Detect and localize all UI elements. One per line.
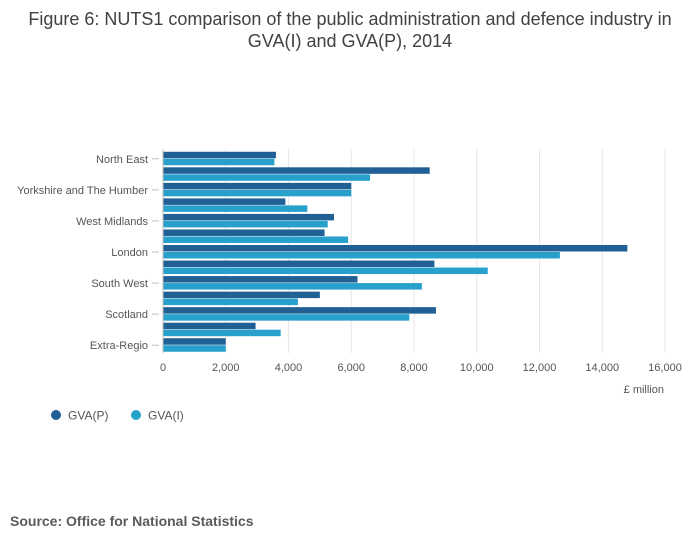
bar	[163, 307, 436, 314]
legend-label: GVA(P)	[68, 409, 108, 423]
x-tick-label: 14,000	[585, 362, 619, 374]
x-tick-label: 2,000	[212, 362, 240, 374]
bar	[163, 345, 226, 352]
bar	[163, 167, 430, 174]
x-axis-label: £ million	[624, 384, 664, 396]
bar	[163, 198, 286, 205]
bar	[163, 151, 276, 159]
legend-label: GVA(I)	[148, 409, 184, 423]
x-tick-label: 6,000	[337, 362, 365, 374]
x-tick-label: 0	[160, 362, 166, 374]
bar	[163, 220, 328, 228]
x-tick-label: 16,000	[648, 362, 682, 374]
bar-chart: North East Yorkshire and The Humber West M…	[17, 149, 682, 423]
bar	[163, 298, 298, 306]
x-tick-label: 4,000	[275, 362, 303, 374]
bar	[163, 205, 308, 212]
legend-marker	[51, 410, 61, 420]
bar	[163, 276, 358, 283]
bar	[163, 329, 281, 337]
bar	[163, 182, 352, 190]
category-label: London	[111, 247, 148, 259]
bar	[163, 314, 410, 321]
legend-marker	[131, 410, 141, 420]
category-label: South West	[91, 278, 148, 290]
category-label: Yorkshire and The Humber	[17, 185, 148, 197]
chart-title: Figure 6: NUTS1 comparison of the public…	[28, 9, 672, 51]
bar	[163, 245, 628, 252]
bar	[163, 322, 256, 330]
bar	[163, 260, 435, 268]
bar	[163, 158, 275, 166]
bar	[163, 174, 371, 181]
category-label: West Midlands	[76, 216, 148, 228]
bar	[163, 283, 422, 290]
bar	[163, 338, 226, 345]
bar	[163, 213, 334, 221]
x-tick-label: 12,000	[523, 362, 557, 374]
bar	[163, 229, 325, 236]
category-label: Scotland	[105, 309, 148, 321]
category-label: North East	[96, 154, 148, 166]
category-label: Extra-Regio	[90, 340, 148, 352]
source-note: Source: Office for National Statistics	[10, 513, 254, 529]
bar	[163, 236, 349, 243]
bar	[163, 267, 488, 275]
bar	[163, 252, 560, 259]
bar	[163, 291, 320, 299]
bar	[163, 189, 352, 197]
x-tick-label: 8,000	[400, 362, 428, 374]
x-tick-label: 10,000	[460, 362, 494, 374]
